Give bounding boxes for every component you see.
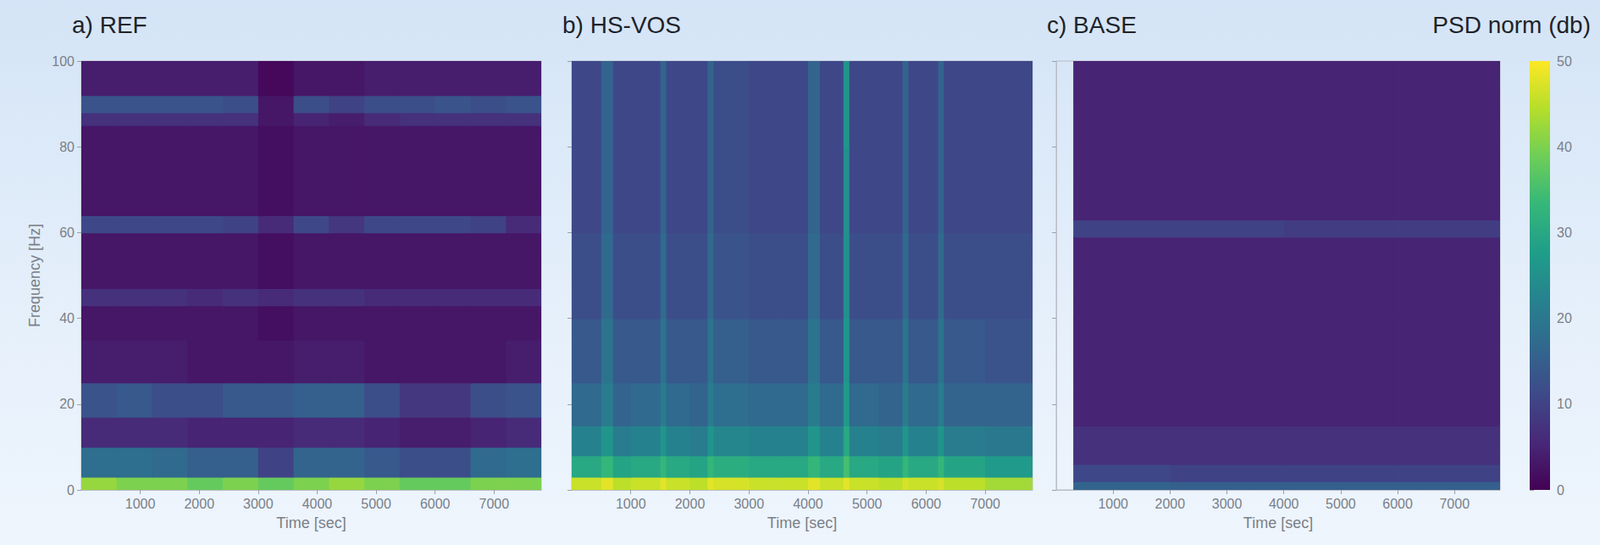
svg-text:4000: 4000 (1268, 496, 1300, 511)
svg-text:6000: 6000 (1382, 496, 1413, 511)
svg-text:Time [sec]: Time [sec] (767, 514, 837, 532)
svg-text:Frequency [Hz]: Frequency [Hz] (26, 223, 44, 327)
svg-text:4000: 4000 (302, 496, 333, 511)
svg-text:5000: 5000 (1325, 496, 1357, 511)
svg-text:50: 50 (1556, 54, 1573, 69)
svg-text:7000: 7000 (969, 496, 1001, 511)
svg-text:3000: 3000 (733, 496, 765, 511)
svg-text:Time [sec]: Time [sec] (276, 514, 346, 532)
svg-text:2000: 2000 (183, 496, 215, 511)
svg-text:30: 30 (1556, 225, 1573, 240)
svg-text:2000: 2000 (1155, 496, 1186, 511)
svg-text:100: 100 (51, 54, 75, 69)
svg-text:6000: 6000 (911, 496, 942, 511)
svg-text:a) REF: a) REF (71, 11, 148, 39)
svg-text:7000: 7000 (1439, 496, 1470, 511)
svg-text:7000: 7000 (479, 496, 510, 511)
svg-text:b) HS-VOS: b) HS-VOS (562, 11, 681, 39)
svg-text:4000: 4000 (792, 496, 824, 511)
svg-text:10: 10 (1556, 396, 1573, 411)
svg-text:1000: 1000 (125, 496, 156, 511)
svg-text:40: 40 (1556, 139, 1573, 155)
svg-text:20: 20 (1556, 310, 1573, 326)
svg-text:0: 0 (1556, 482, 1565, 498)
svg-text:PSD norm (db): PSD norm (db) (1432, 11, 1591, 39)
svg-text:3000: 3000 (243, 496, 274, 511)
svg-text:1000: 1000 (1097, 496, 1129, 511)
svg-text:5000: 5000 (852, 496, 883, 511)
svg-text:c) BASE: c) BASE (1046, 11, 1137, 39)
svg-text:6000: 6000 (420, 496, 451, 511)
svg-text:5000: 5000 (360, 496, 392, 511)
svg-text:2000: 2000 (675, 496, 706, 511)
svg-text:Time [sec]: Time [sec] (1243, 514, 1313, 532)
svg-text:1000: 1000 (615, 496, 647, 511)
svg-text:20: 20 (59, 396, 75, 411)
svg-text:60: 60 (59, 225, 75, 240)
svg-text:3000: 3000 (1212, 496, 1243, 511)
svg-text:0: 0 (66, 482, 75, 498)
svg-text:80: 80 (59, 139, 75, 155)
svg-text:40: 40 (59, 310, 75, 326)
